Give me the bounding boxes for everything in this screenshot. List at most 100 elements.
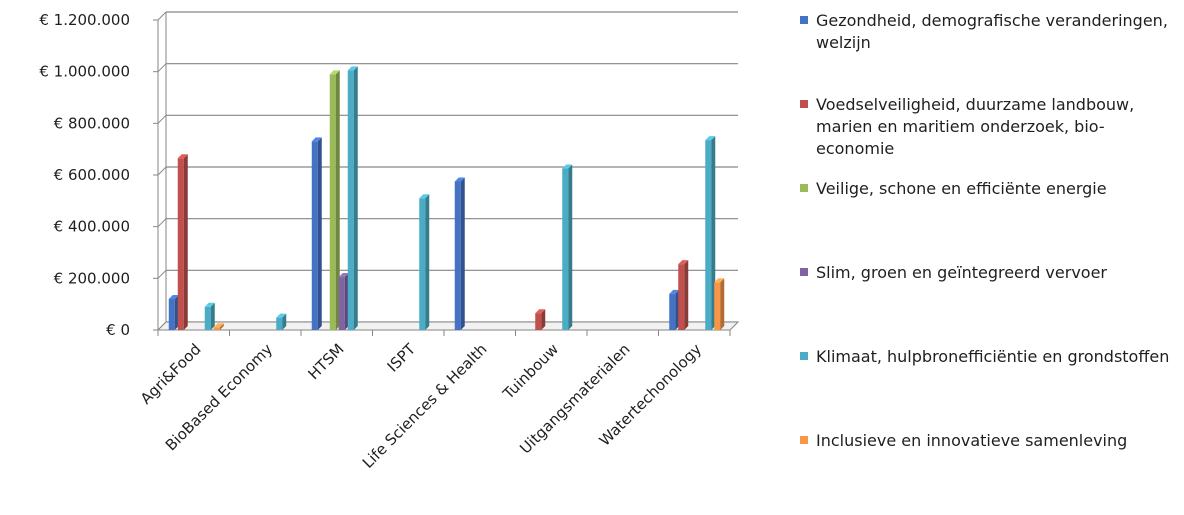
y-axis-tick-labels: € 0 € 200.000 € 400.000 € 600.000 € 800.000 €… [39, 11, 130, 339]
bar-top-face [204, 302, 215, 307]
bar-top-face [329, 70, 340, 75]
y-tick-label: € 600.000 [54, 166, 130, 184]
y-tick-label: € 1.000.000 [39, 63, 130, 81]
bar-front-face [311, 141, 318, 330]
y-tick-label: € 400.000 [54, 218, 130, 236]
x-tick-label: ISPT [384, 340, 420, 376]
bar-side-face [335, 70, 340, 330]
bar-top-face [419, 194, 430, 199]
legend-label: Klimaat, hulpbronefficiëntie en grondsto… [816, 347, 1170, 366]
legend-item: Veilige, schone en efficiënte energie [800, 178, 1180, 200]
gridline-depth [157, 114, 167, 124]
bar-side-face [219, 323, 224, 330]
bar-top-face [678, 260, 689, 265]
bar-side-face [684, 260, 689, 330]
y-tick-label: € 1.200.000 [39, 11, 130, 29]
bar [311, 137, 322, 330]
y-tick-label: € 0 [106, 321, 130, 339]
bar-top-face [669, 289, 680, 294]
bar-front-face [714, 282, 721, 330]
legend-swatch [800, 184, 808, 192]
chart-floor [156, 321, 740, 336]
x-tick-label: HTSM [305, 340, 348, 383]
bar [177, 154, 188, 330]
bar-top-face [535, 309, 546, 314]
legend-item: Voedselveiligheid, duurzame landbouw, ma… [800, 94, 1180, 160]
bar [347, 66, 358, 330]
gridline-depth [157, 218, 167, 228]
bar [419, 194, 430, 330]
legend-label: Inclusieve en innovatieve samenleving [816, 431, 1128, 450]
bar-front-face [329, 74, 336, 330]
bar-front-face [204, 306, 211, 330]
bar-top-face [562, 164, 573, 169]
bar [329, 70, 340, 330]
gridline-depth [157, 63, 167, 73]
legend-swatch [800, 268, 808, 276]
bar [705, 136, 716, 330]
bar-top-face [168, 295, 179, 299]
bar-front-face [276, 317, 283, 330]
bar [535, 309, 546, 330]
bar-side-face [720, 278, 725, 330]
bar-front-face [419, 198, 426, 330]
bar [562, 164, 573, 330]
bar-top-face [177, 154, 188, 159]
legend-label: Veilige, schone en efficiënte energie [816, 179, 1107, 198]
bar-front-face [535, 313, 542, 330]
bar [678, 260, 689, 330]
legend-label: Slim, groen en geïntegreerd vervoer [816, 263, 1107, 282]
bar-top-face [454, 177, 465, 182]
gridline-depth [157, 11, 167, 21]
bar-top-face [213, 323, 224, 328]
legend-swatch [800, 100, 808, 108]
x-tick-label: Life Sciences & Health [359, 340, 491, 472]
bar-top-face [276, 313, 287, 318]
legend: Gezondheid, demografische veranderingen,… [800, 0, 1184, 515]
bar-front-face [338, 277, 345, 330]
gridline-depth [157, 166, 167, 176]
bar [714, 278, 725, 330]
legend-item: Inclusieve en innovatieve samenleving [800, 430, 1180, 452]
legend-label: Voedselveiligheid, duurzame landbouw, ma… [816, 95, 1135, 158]
bar-chart: € 0 € 200.000 € 400.000 € 600.000 € 800.000 €… [39, 11, 740, 472]
bar [213, 323, 224, 330]
legend-swatch [800, 352, 808, 360]
legend-item: Gezondheid, demografische veranderingen,… [800, 10, 1180, 54]
y-tick-label: € 200.000 [54, 269, 130, 287]
gridline-depth [157, 269, 167, 279]
bars [168, 66, 725, 330]
x-tick-label: Tuinbouw [499, 340, 562, 403]
bar [168, 295, 179, 330]
bar-side-face [460, 177, 465, 330]
bar-front-face [669, 293, 676, 330]
bar-side-face [317, 137, 322, 330]
legend-item: Klimaat, hulpbronefficiëntie en grondsto… [800, 346, 1180, 368]
bar-front-face [168, 299, 175, 330]
legend-swatch [800, 16, 808, 24]
bar-side-face [353, 66, 358, 330]
bar-side-face [282, 313, 287, 330]
bar-top-face [311, 137, 322, 142]
bar-side-face [425, 194, 430, 330]
legend-swatch [800, 436, 808, 444]
bar-front-face [562, 168, 569, 330]
bar [204, 302, 215, 330]
bar-front-face [213, 327, 220, 330]
bar-top-face [705, 136, 716, 141]
legend-item: Slim, groen en geïntegreerd vervoer [800, 262, 1180, 284]
x-tick-label: Agri&Food [137, 340, 205, 408]
bar-side-face [183, 154, 188, 330]
bar-top-face [338, 273, 349, 278]
bar-front-face [678, 264, 685, 330]
bar-side-face [541, 309, 546, 330]
bar [276, 313, 287, 330]
gridlines [153, 11, 738, 331]
bar [338, 273, 349, 330]
bar-side-face [711, 136, 716, 330]
legend-label: Gezondheid, demografische veranderingen,… [816, 11, 1168, 52]
bar-side-face [568, 164, 573, 330]
bar-front-face [347, 70, 354, 330]
floor [156, 321, 740, 331]
